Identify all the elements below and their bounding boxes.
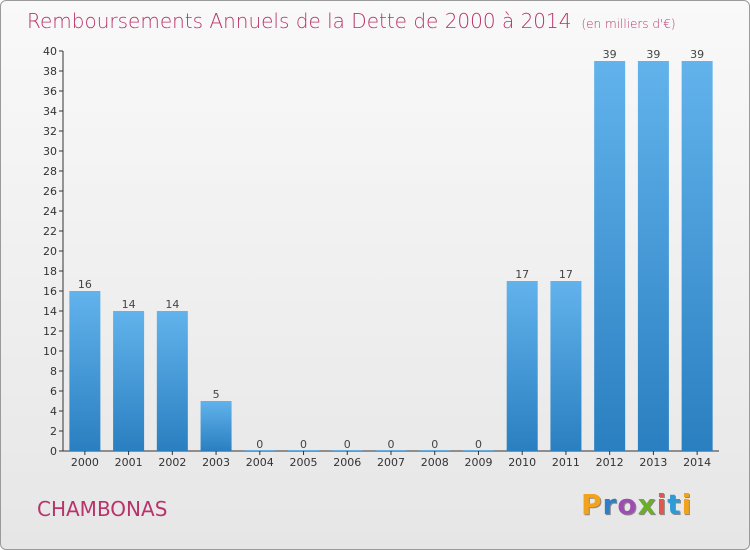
x-tick-label-2007: 2007 bbox=[377, 456, 405, 469]
y-tick-label: 30 bbox=[43, 145, 57, 158]
x-tick-label-2012: 2012 bbox=[596, 456, 624, 469]
y-tick-label: 0 bbox=[50, 445, 57, 458]
x-tick-label-2005: 2005 bbox=[290, 456, 318, 469]
bar-2012 bbox=[594, 61, 626, 451]
data-label-2000: 16 bbox=[78, 278, 92, 291]
x-tick-label-2004: 2004 bbox=[246, 456, 274, 469]
bar-2010 bbox=[506, 281, 538, 451]
logo-letter: P bbox=[581, 488, 603, 521]
y-tick-label: 8 bbox=[50, 365, 57, 378]
chart-unit: (en milliers d'€) bbox=[581, 17, 676, 31]
logo-letter: i bbox=[681, 488, 693, 521]
y-tick-label: 6 bbox=[50, 385, 57, 398]
data-label-2010: 17 bbox=[515, 268, 529, 281]
y-tick-label: 4 bbox=[50, 405, 57, 418]
bar-2011 bbox=[550, 281, 582, 451]
data-label-2014: 39 bbox=[690, 48, 704, 61]
bar-2007 bbox=[375, 450, 407, 451]
x-tick-label-2011: 2011 bbox=[552, 456, 580, 469]
data-label-2009: 0 bbox=[475, 438, 482, 451]
x-tick-label-2013: 2013 bbox=[639, 456, 667, 469]
bar-2009 bbox=[462, 450, 494, 451]
y-tick-label: 2 bbox=[50, 425, 57, 438]
x-tick-label-2001: 2001 bbox=[115, 456, 143, 469]
y-tick-label: 26 bbox=[43, 185, 57, 198]
chart-title-text: Remboursements Annuels de la Dette de 20… bbox=[27, 9, 572, 33]
y-tick-label: 38 bbox=[43, 65, 57, 78]
x-tick-label-2008: 2008 bbox=[421, 456, 449, 469]
data-label-2012: 39 bbox=[603, 48, 617, 61]
x-tick-label-2000: 2000 bbox=[71, 456, 99, 469]
logo-letter: t bbox=[667, 488, 682, 521]
x-tick-label-2014: 2014 bbox=[683, 456, 711, 469]
y-tick-label: 12 bbox=[43, 325, 57, 338]
y-tick-label: 14 bbox=[43, 305, 57, 318]
bar-2006 bbox=[331, 450, 363, 451]
commune-name: CHAMBONAS bbox=[37, 497, 168, 521]
chart-title: Remboursements Annuels de la Dette de 20… bbox=[27, 9, 676, 33]
bar-2002 bbox=[156, 311, 188, 451]
bar-2003 bbox=[200, 401, 232, 451]
data-label-2006: 0 bbox=[344, 438, 351, 451]
data-label-2004: 0 bbox=[256, 438, 263, 451]
y-tick-label: 10 bbox=[43, 345, 57, 358]
logo-letter: x bbox=[637, 488, 657, 521]
proxiti-logo: Proxiti bbox=[581, 488, 692, 521]
bar-2005 bbox=[288, 450, 320, 451]
data-label-2013: 39 bbox=[646, 48, 660, 61]
logo-letter: i bbox=[656, 488, 668, 521]
y-tick-label: 18 bbox=[43, 265, 57, 278]
y-tick-label: 20 bbox=[43, 245, 57, 258]
data-label-2003: 5 bbox=[213, 388, 220, 401]
y-tick-label: 40 bbox=[43, 45, 57, 58]
data-label-2007: 0 bbox=[388, 438, 395, 451]
bar-2013 bbox=[637, 61, 669, 451]
y-tick-label: 22 bbox=[43, 225, 57, 238]
y-tick-label: 34 bbox=[43, 105, 57, 118]
data-label-2002: 14 bbox=[165, 298, 179, 311]
bar-2000 bbox=[69, 291, 101, 451]
bar-2008 bbox=[419, 450, 451, 451]
y-tick-label: 16 bbox=[43, 285, 57, 298]
y-tick-label: 32 bbox=[43, 125, 57, 138]
y-tick-label: 24 bbox=[43, 205, 57, 218]
x-tick-label-2010: 2010 bbox=[508, 456, 536, 469]
data-label-2005: 0 bbox=[300, 438, 307, 451]
y-tick-label: 28 bbox=[43, 165, 57, 178]
y-tick-label: 36 bbox=[43, 85, 57, 98]
bar-2014 bbox=[681, 61, 713, 451]
data-label-2011: 17 bbox=[559, 268, 573, 281]
x-tick-label-2006: 2006 bbox=[333, 456, 361, 469]
x-tick-label-2009: 2009 bbox=[464, 456, 492, 469]
logo-letter: o bbox=[617, 488, 638, 521]
bar-2004 bbox=[244, 450, 276, 451]
bar-2001 bbox=[113, 311, 145, 451]
data-label-2008: 0 bbox=[431, 438, 438, 451]
logo-letter: r bbox=[602, 488, 618, 521]
data-label-2001: 14 bbox=[122, 298, 136, 311]
x-tick-label-2003: 2003 bbox=[202, 456, 230, 469]
x-tick-label-2002: 2002 bbox=[158, 456, 186, 469]
